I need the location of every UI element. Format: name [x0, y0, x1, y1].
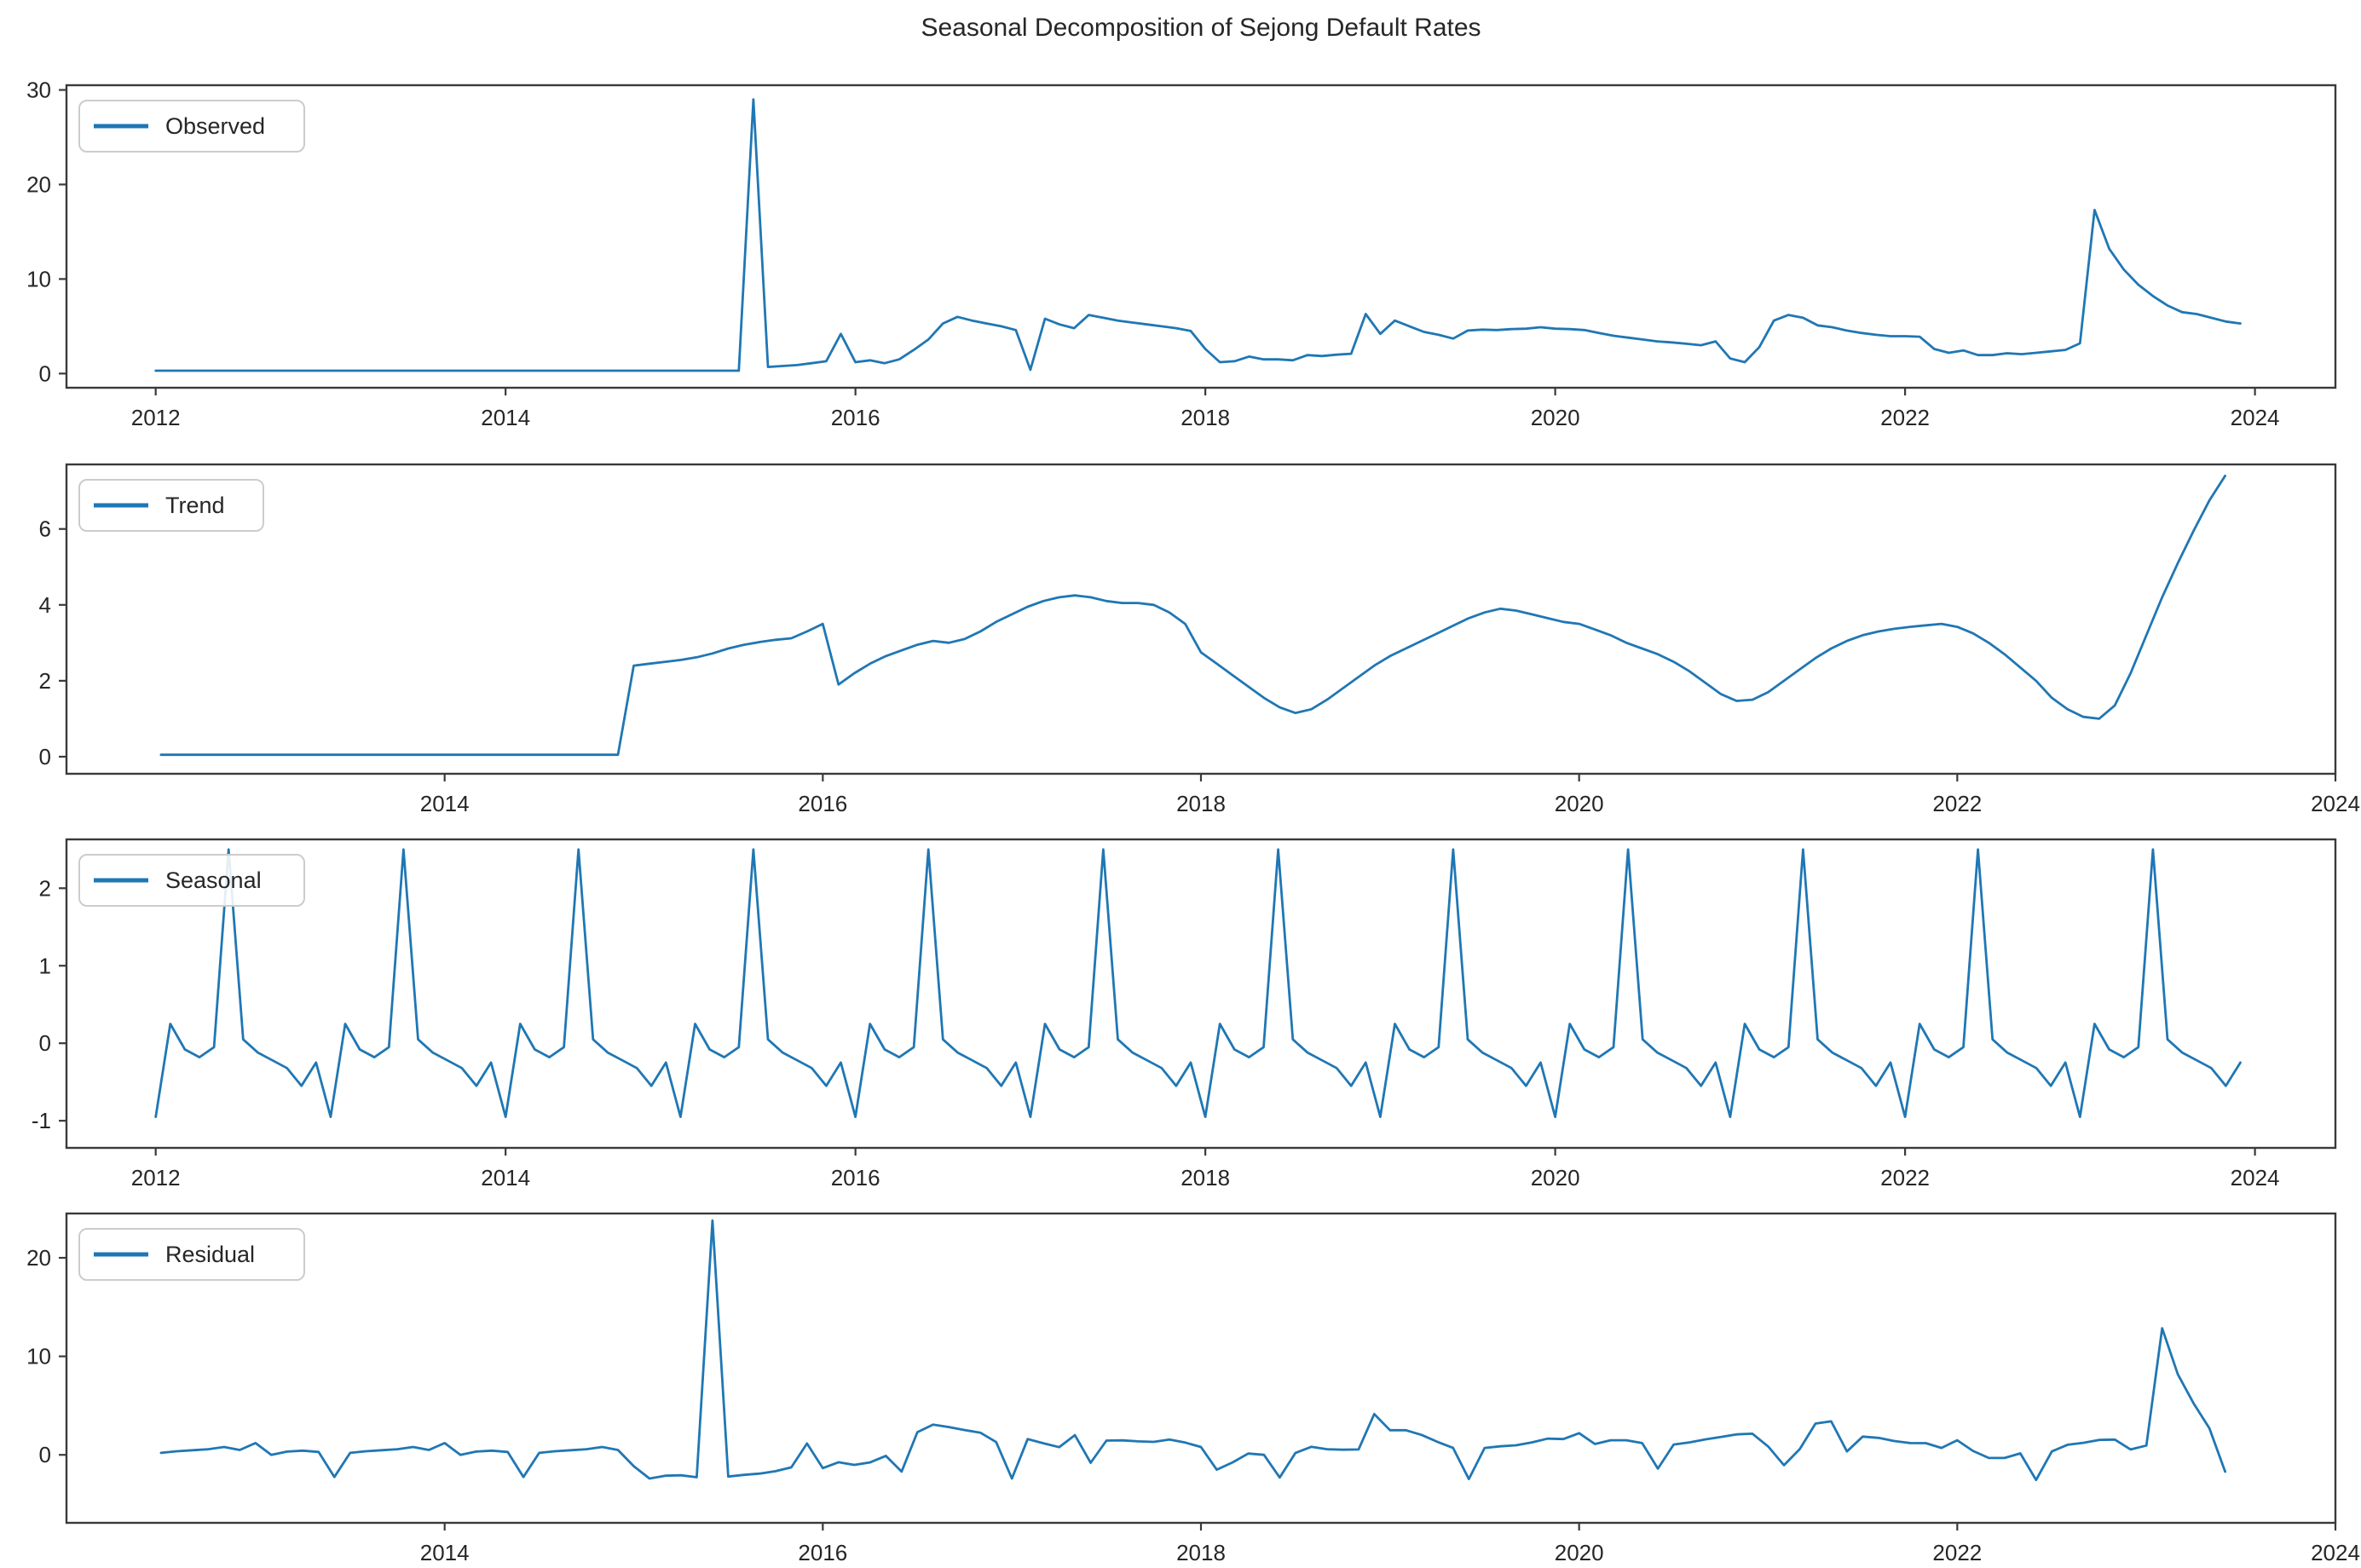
trend-xtick-label: 2018: [1176, 791, 1226, 816]
trend-xtick-label: 2020: [1555, 791, 1604, 816]
trend-ytick-label: 6: [39, 516, 51, 542]
observed-xtick-label: 2016: [831, 405, 880, 430]
seasonal-xtick-label: 2014: [481, 1165, 530, 1190]
trend-legend-box: [78, 479, 264, 532]
seasonal-ytick-label: 1: [39, 953, 51, 978]
observed-line: [154, 98, 2242, 372]
trend-ytick-label: 4: [39, 592, 51, 618]
chart-title: Seasonal Decomposition of Sejong Default…: [921, 14, 1481, 42]
seasonal-ytick-label: -1: [32, 1108, 51, 1133]
observed-legend-box: [78, 100, 305, 153]
observed-ytick-label: 30: [26, 78, 51, 103]
observed-legend-label: Observed: [165, 113, 265, 139]
trend-xtick-label: 2014: [420, 791, 470, 816]
seasonal-legend-box: [78, 854, 305, 907]
observed-ytick-label: 0: [39, 360, 51, 386]
seasonal-xtick-label: 2016: [831, 1165, 880, 1190]
observed-xtick-label: 2020: [1531, 405, 1580, 430]
seasonal-ytick-label: 2: [39, 875, 51, 901]
observed-ytick-label: 10: [26, 266, 51, 291]
seasonal-frame: [65, 838, 2337, 1150]
residual-ytick-label: 20: [26, 1245, 51, 1271]
seasonal-xtick-label: 2012: [131, 1165, 181, 1190]
residual-frame: [65, 1212, 2337, 1525]
residual-line: [159, 1219, 2227, 1482]
observed-xtick-label: 2024: [2231, 405, 2280, 430]
trend-ytick-label: 0: [39, 744, 51, 770]
observed-frame: [65, 84, 2337, 389]
panel-trend: 2014 2016 2018 2020 2022 2024 0 2 4 6 Trend: [39, 463, 2360, 816]
observed-ytick-label: 20: [26, 171, 51, 197]
observed-xtick-label: 2014: [481, 405, 530, 430]
observed-xtick-label: 2022: [1880, 405, 1930, 430]
seasonal-xtick-label: 2024: [2231, 1165, 2280, 1190]
panel-residual: 2014 2016 2018 2020 2022 2024 0 10 20 Residual: [26, 1212, 2360, 1565]
panel-observed: 2012 2014 2016 2018 2020 2022 2024 0 10 20 30 Obser…: [26, 78, 2337, 430]
seasonal-legend-label: Seasonal: [165, 868, 262, 893]
residual-xtick-label: 2016: [798, 1540, 847, 1565]
seasonal-xtick-label: 2020: [1531, 1165, 1580, 1190]
trend-xtick-label: 2024: [2311, 791, 2360, 816]
seasonal-xtick-label: 2018: [1180, 1165, 1230, 1190]
trend-xtick-label: 2022: [1932, 791, 1982, 816]
panel-seasonal: 2012 2014 2016 2018 2020 2022 2024 -1 0 1 2 Seasona…: [32, 838, 2337, 1190]
trend-xtick-label: 2016: [798, 791, 847, 816]
residual-legend-label: Residual: [165, 1242, 255, 1267]
observed-xtick-label: 2012: [131, 405, 181, 430]
residual-ytick-label: 10: [26, 1344, 51, 1369]
seasonal-xtick-label: 2022: [1880, 1165, 1930, 1190]
trend-frame: [65, 463, 2337, 775]
trend-legend-label: Trend: [165, 493, 225, 518]
residual-legend-box: [78, 1228, 305, 1281]
residual-xtick-label: 2022: [1932, 1540, 1982, 1565]
trend-line: [159, 475, 2227, 757]
observed-xtick-label: 2018: [1180, 405, 1230, 430]
seasonal-ytick-label: 0: [39, 1030, 51, 1056]
residual-xtick-label: 2018: [1176, 1540, 1226, 1565]
residual-ytick-label: 0: [39, 1442, 51, 1467]
trend-ytick-label: 2: [39, 668, 51, 694]
residual-xtick-label: 2024: [2311, 1540, 2360, 1565]
seasonal-line: [154, 848, 2242, 1118]
residual-xtick-label: 2020: [1555, 1540, 1604, 1565]
residual-xtick-label: 2014: [420, 1540, 470, 1565]
